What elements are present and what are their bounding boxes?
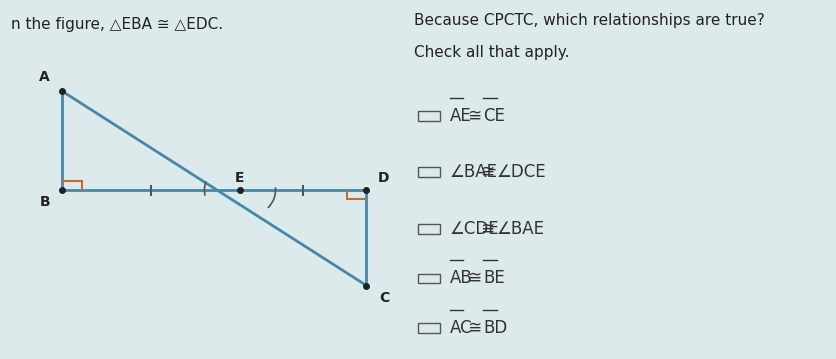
- Text: ∠BAE: ∠BAE: [450, 163, 497, 181]
- Text: ≅: ≅: [463, 319, 487, 337]
- Text: Because CPCTC, which relationships are true?: Because CPCTC, which relationships are t…: [414, 13, 765, 28]
- Text: E: E: [235, 171, 245, 185]
- Text: ∠DCE: ∠DCE: [497, 163, 546, 181]
- Text: AB: AB: [450, 270, 472, 288]
- Text: AE: AE: [450, 107, 472, 125]
- Text: ≅: ≅: [463, 107, 487, 125]
- Text: D: D: [378, 171, 390, 185]
- Text: ≅: ≅: [477, 163, 501, 181]
- Text: ∠BAE: ∠BAE: [497, 220, 544, 238]
- Text: Check all that apply.: Check all that apply.: [414, 45, 569, 60]
- Text: A: A: [39, 70, 50, 84]
- Text: CE: CE: [483, 107, 505, 125]
- Text: ≅: ≅: [463, 270, 487, 288]
- Text: C: C: [379, 291, 389, 305]
- Text: BD: BD: [483, 319, 507, 337]
- Text: AC: AC: [450, 319, 472, 337]
- Text: ≅: ≅: [477, 220, 501, 238]
- Text: n the figure, △EBA ≅ △EDC.: n the figure, △EBA ≅ △EDC.: [11, 17, 223, 32]
- Text: BE: BE: [483, 270, 505, 288]
- Text: B: B: [39, 195, 50, 209]
- Text: ∠CDE: ∠CDE: [450, 220, 499, 238]
